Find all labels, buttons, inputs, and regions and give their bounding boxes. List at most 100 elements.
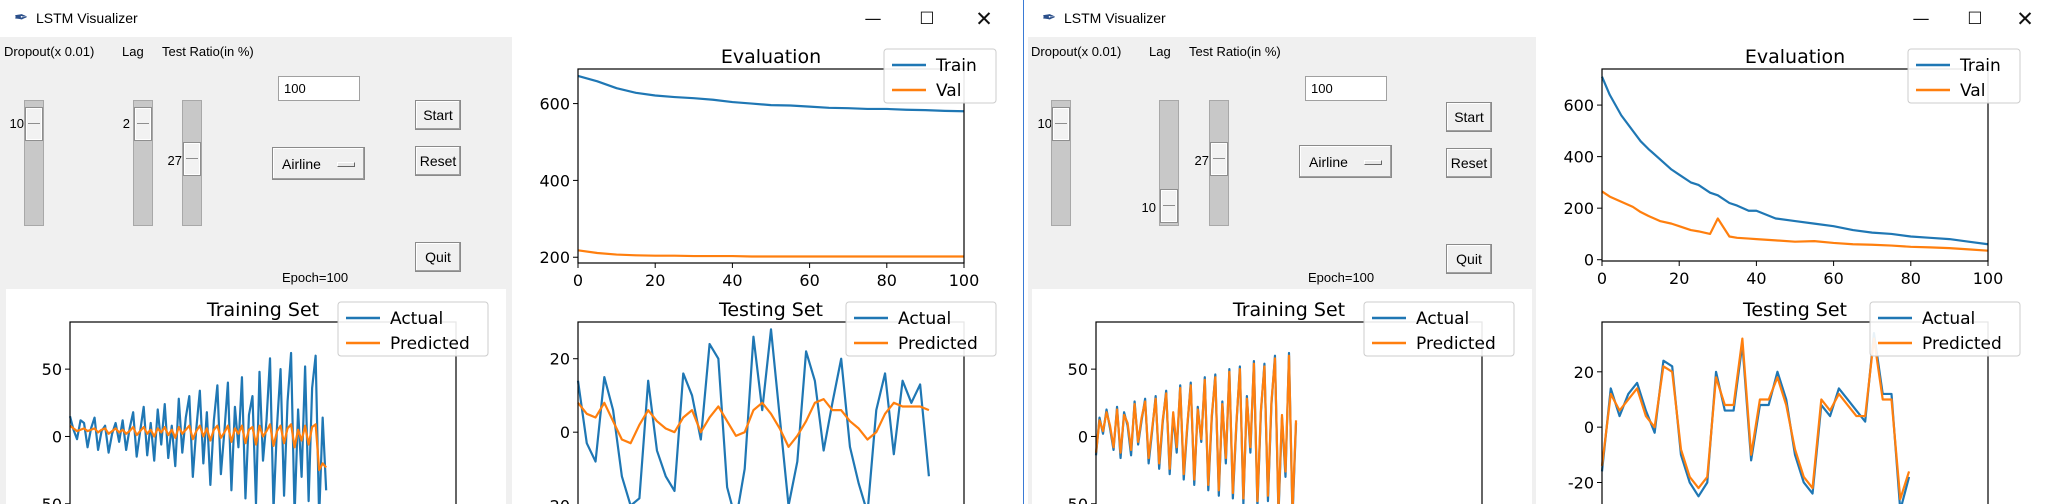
axes-frame [1601, 68, 1989, 262]
legend: Actual Predicted [337, 301, 489, 357]
series-line-predicted [577, 398, 930, 448]
lag-value: 2 [122, 116, 130, 131]
y-tick-label: 20 [1574, 363, 1594, 382]
training-figure: Training Set -50 0 50 Actual Predicted [1032, 289, 1532, 504]
legend: Train Val [1907, 48, 2021, 104]
test-ratio-header: Test Ratio(in %) [1189, 44, 1281, 59]
lag-header: Lag [1149, 44, 1171, 59]
dataset-menu[interactable]: Airline [272, 147, 365, 180]
y-tick-label: 600 [539, 95, 570, 114]
epochs-input[interactable] [1305, 76, 1387, 101]
axes-frame [1601, 321, 1989, 504]
y-tick-label: 0 [1584, 418, 1594, 437]
y-tick-label: 200 [539, 248, 570, 267]
window-title: LSTM Visualizer [1064, 10, 1166, 26]
test-ratio-header: Test Ratio(in %) [162, 44, 254, 59]
test-ratio-slider-thumb[interactable] [1210, 142, 1228, 176]
title-bar[interactable]: ✒ LSTM Visualizer — ☐ ✕ [1028, 0, 2048, 37]
legend: Train Val [883, 48, 997, 104]
x-tick-label: 40 [1746, 269, 1766, 288]
chart-title: Testing Set [718, 299, 823, 321]
test-ratio-slider-thumb[interactable] [183, 142, 201, 176]
legend-label: Predicted [898, 334, 978, 354]
y-tick-label: 200 [1563, 199, 1594, 218]
legend-label: Predicted [1416, 334, 1496, 354]
close-button[interactable]: ✕ [975, 6, 993, 31]
y-tick-label: 50 [1068, 360, 1088, 379]
y-tick-label: 400 [539, 171, 570, 190]
window-2: ✒ LSTM Visualizer — ☐ ✕ Dropout(x 0.01) … [1028, 0, 2048, 504]
legend-label: Actual [898, 309, 951, 329]
chart-title: Evaluation [721, 46, 821, 68]
x-tick-label: 40 [722, 271, 742, 289]
chart-title: Evaluation [1745, 46, 1845, 68]
minimize-button[interactable]: — [864, 8, 882, 29]
x-tick-label: 80 [877, 271, 897, 289]
dropout-value: 10 [9, 116, 24, 131]
x-tick-label: 0 [1597, 269, 1607, 288]
y-tick-label: 20 [550, 350, 570, 369]
training-set-chart: Training Set -50 0 50 Actual Predicted [36, 299, 489, 504]
axes-frame [69, 321, 457, 504]
legend-label: Train [935, 56, 977, 76]
feather-icon: ✒ [14, 8, 29, 28]
legend-label: Actual [1416, 309, 1469, 329]
close-button[interactable]: ✕ [2016, 6, 2034, 31]
legend: Actual Predicted [1869, 301, 2021, 357]
reset-button[interactable]: Reset [1446, 148, 1492, 178]
lag-slider-thumb[interactable] [1160, 189, 1178, 223]
x-tick-label: 100 [949, 271, 980, 289]
minimize-button[interactable]: — [1912, 8, 1930, 29]
training-figure: Training Set -50 0 50 Actual Predicted [6, 289, 506, 504]
dataset-menu-label: Airline [1309, 154, 1348, 170]
y-tick-label: 0 [1584, 251, 1594, 270]
dropout-slider-thumb[interactable] [1052, 107, 1070, 141]
testing-set-chart: Testing Set -20 0 20 Actual Predicted [544, 299, 997, 504]
legend-label: Actual [1922, 309, 1975, 329]
dataset-menu-label: Airline [282, 156, 321, 172]
dropdown-indicator-icon [1364, 160, 1382, 165]
testing-figure: Testing Set -20 0 20 Actual Predicted [1536, 289, 2048, 504]
x-tick-label: 80 [1901, 269, 1921, 288]
dropout-value: 10 [1037, 116, 1052, 131]
y-tick-label: 400 [1563, 148, 1594, 167]
start-button[interactable]: Start [415, 100, 461, 130]
series-line-predicted [1600, 337, 1911, 501]
chart-title: Testing Set [1742, 299, 1847, 321]
y-tick-label: -20 [544, 497, 570, 504]
dropout-header: Dropout(x 0.01) [4, 44, 95, 59]
legend-label: Val [1960, 81, 1985, 101]
title-bar[interactable]: ✒ LSTM Visualizer — ☐ ✕ [0, 0, 1023, 37]
x-tick-label: 20 [1669, 269, 1689, 288]
window-1: ✒ LSTM Visualizer — ☐ ✕ Dropout(x 0.01) … [0, 0, 1024, 504]
quit-button[interactable]: Quit [1446, 244, 1492, 274]
series-line-train [577, 74, 965, 113]
x-tick-label: 100 [1973, 269, 2004, 288]
series-line-predicted [69, 423, 327, 472]
evaluation-chart: Evaluation 0 200 400 600 0 20 40 60 80 100 Train Val [1563, 46, 2021, 288]
evaluation-figure: Evaluation 200 400 600 0 20 40 60 80 100 Train Val [512, 37, 1023, 289]
maximize-button[interactable]: ☐ [1967, 8, 1983, 29]
window-title: LSTM Visualizer [36, 10, 138, 26]
dropout-slider-thumb[interactable] [25, 107, 43, 141]
legend-label: Predicted [390, 334, 470, 354]
quit-button[interactable]: Quit [415, 242, 461, 272]
legend: Actual Predicted [1363, 301, 1515, 357]
epochs-input[interactable] [278, 76, 360, 101]
lag-value: 10 [1141, 200, 1156, 215]
training-set-chart: Training Set -50 0 50 Actual Predicted [1062, 299, 1515, 504]
legend-label: Predicted [1922, 334, 2002, 354]
y-tick-label: 0 [52, 427, 62, 446]
y-tick-label: -20 [1568, 473, 1594, 492]
dataset-menu[interactable]: Airline [1299, 145, 1392, 178]
maximize-button[interactable]: ☐ [919, 8, 935, 29]
reset-button[interactable]: Reset [415, 146, 461, 176]
legend: Actual Predicted [845, 301, 997, 357]
axes-frame [1095, 321, 1483, 504]
axes-frame [577, 68, 965, 264]
lag-slider-thumb[interactable] [134, 107, 152, 141]
start-button[interactable]: Start [1446, 102, 1492, 132]
feather-icon: ✒ [1042, 8, 1057, 28]
x-tick-label: 60 [1823, 269, 1843, 288]
y-tick-label: 600 [1563, 96, 1594, 115]
